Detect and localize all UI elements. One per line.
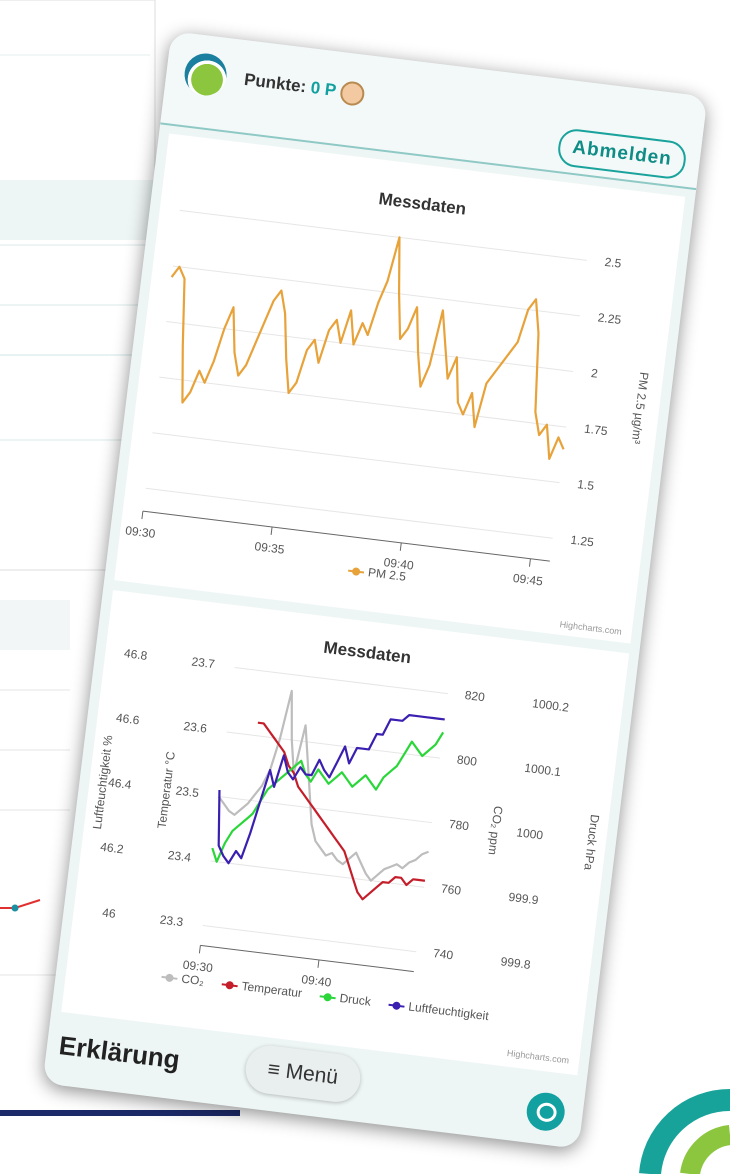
y-tick-label: 2 <box>590 366 599 381</box>
legend-item[interactable]: Temperatur <box>221 976 303 1000</box>
grid-line <box>159 377 566 427</box>
legend-label: Druck <box>339 991 373 1009</box>
grid-line <box>227 732 440 758</box>
x-axis-line <box>200 945 413 971</box>
legend-marker <box>392 1001 401 1010</box>
y-tick-label: 780 <box>448 817 470 833</box>
corner-logo <box>690 1135 730 1174</box>
legend-marker <box>323 993 332 1002</box>
y-tick-label: 1000.1 <box>524 761 562 779</box>
y-tick-label: 800 <box>456 752 478 768</box>
x-tick-label: 09:30 <box>125 523 157 541</box>
legend-item[interactable]: Luftfeuchtigkeit <box>388 997 490 1023</box>
y-tick-label: 46.4 <box>107 775 132 792</box>
y-tick-label: 23.4 <box>167 848 192 865</box>
back-line-series <box>0 900 40 908</box>
x-axis-line <box>143 511 550 561</box>
y-tick-label: 1000 <box>516 825 545 842</box>
x-tick-label: 09:40 <box>301 972 333 990</box>
y-axis-title: Temperatur °C <box>155 750 178 829</box>
y-tick-label: 1.75 <box>583 422 608 439</box>
logo[interactable] <box>182 51 229 98</box>
x-tick <box>400 543 401 551</box>
y-tick-label: 46.2 <box>99 840 124 857</box>
x-tick <box>199 945 200 953</box>
page: Punkte: 0 P Abmelden Messdaten 1.25 1.5 1.7… <box>0 0 730 1174</box>
y-tick-label: 46 <box>101 905 116 921</box>
y-tick-label: 1000.2 <box>532 696 570 714</box>
grid-line <box>180 210 587 260</box>
legend-label: Temperatur <box>241 979 303 1000</box>
grid-line <box>153 433 560 483</box>
series-line <box>238 723 442 907</box>
legend-label: Luftfeuchtigkeit <box>408 999 490 1023</box>
y-tick-label: 820 <box>464 688 486 704</box>
points-value: 0 P <box>310 78 338 100</box>
grid-line <box>235 667 448 693</box>
y-tick-label: 23.7 <box>191 654 216 671</box>
grid-line <box>203 926 416 952</box>
points: Punkte: 0 P <box>243 68 366 107</box>
x-tick-label: 09:45 <box>512 571 544 589</box>
y-axis-title: Druck hPa <box>581 814 602 872</box>
credits: Highcharts.com <box>506 1048 569 1066</box>
y-axis-title: PM 2.5 µg/m³ <box>629 371 652 444</box>
y-axis-title: CO₂ ppm <box>485 805 505 856</box>
y-tick-label: 23.3 <box>159 912 184 929</box>
y-tick-label: 1.25 <box>570 533 595 550</box>
y-tick-label: 2.25 <box>597 310 622 327</box>
legend-marker <box>352 567 361 576</box>
series-line <box>211 706 443 887</box>
series-line <box>211 693 445 887</box>
legend-marker <box>165 973 174 982</box>
y-tick-label: 740 <box>432 946 454 962</box>
x-tick <box>318 960 319 968</box>
y-tick-label: 46.8 <box>123 646 148 663</box>
y-tick-label: 760 <box>440 882 462 898</box>
y-tick-label: 999.9 <box>508 890 540 908</box>
y-tick-label: 999.8 <box>500 954 532 972</box>
menu-button[interactable]: ≡ Menü <box>243 1043 363 1105</box>
points-label: Punkte: <box>243 70 307 96</box>
series-line <box>155 210 587 460</box>
back-row <box>0 600 70 650</box>
menu-label: Menü <box>284 1060 339 1089</box>
chart-title: Messdaten <box>323 638 413 668</box>
menu-icon: ≡ <box>266 1058 281 1082</box>
back-dot <box>12 905 19 912</box>
chart: Messdaten 740 760 780 800 820 CO₂ ppm 23.3 23.4 2… <box>61 590 629 1075</box>
explain-heading: Erklärung <box>57 1030 181 1076</box>
back-row <box>0 180 160 240</box>
back-bar <box>0 1110 240 1116</box>
chart: Messdaten 1.25 1.5 1.75 2 2.25 2.5 PM 2.5 µg/m³… <box>114 134 685 644</box>
legend-label: CO₂ <box>181 972 206 989</box>
avatar[interactable] <box>339 80 366 107</box>
y-tick-label: 1.5 <box>577 477 596 493</box>
logout-button[interactable]: Abmelden <box>556 127 688 180</box>
chart-title: Messdaten <box>378 189 468 219</box>
chat-button[interactable] <box>525 1091 567 1133</box>
x-tick <box>529 559 530 567</box>
legend-marker <box>225 981 234 990</box>
y-tick-label: 23.5 <box>175 783 200 800</box>
grid-line <box>211 861 424 887</box>
grid-line <box>146 488 553 538</box>
y-tick-label: 23.6 <box>183 719 208 736</box>
x-tick <box>142 511 143 519</box>
credits: Highcharts.com <box>559 619 622 637</box>
y-tick-label: 46.6 <box>115 711 140 728</box>
x-tick <box>271 527 272 535</box>
legend-item[interactable]: Druck <box>319 989 373 1009</box>
y-tick-label: 2.5 <box>604 255 623 271</box>
x-tick-label: 09:35 <box>254 539 286 557</box>
